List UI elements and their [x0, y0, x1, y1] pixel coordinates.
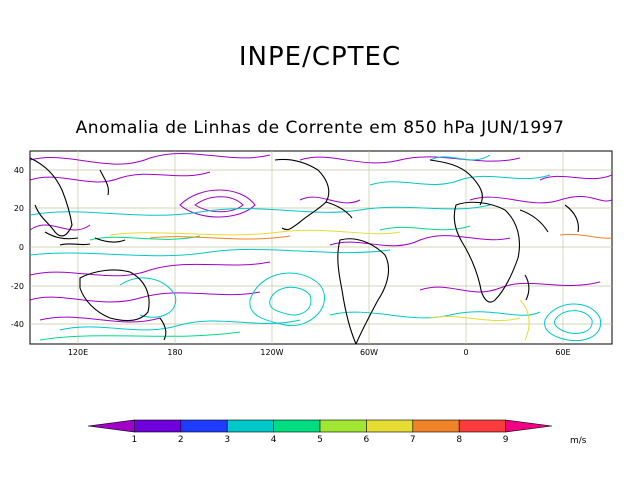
colorbar-label: 2 [178, 435, 184, 445]
lon-label-60w: 60W [360, 348, 378, 357]
streamlines [30, 152, 612, 342]
colorbar-segment [87, 419, 135, 433]
colorbar-label: 7 [410, 435, 416, 445]
colorbar-segment [134, 419, 182, 433]
colorbar-segment [180, 419, 228, 433]
colorbar-segment [319, 419, 367, 433]
lat-label-minus40: -40 [11, 320, 24, 329]
colorbar: 1 2 3 4 5 6 7 8 9 [87, 419, 553, 445]
colorbar-label: 3 [224, 435, 230, 445]
colorbar-segment [226, 419, 274, 433]
longitude-labels: 120E 180 120W 60W 0 60E [68, 348, 571, 357]
coastlines [30, 157, 579, 344]
lon-label-60e: 60E [555, 348, 570, 357]
lat-label-minus20: -20 [11, 282, 24, 291]
lon-label-0: 0 [463, 348, 468, 357]
colorbar-segment [412, 419, 460, 433]
lon-label-120w: 120W [260, 348, 283, 357]
colorbar-label: 1 [132, 435, 138, 445]
lat-label-40: 40 [14, 166, 24, 175]
lon-label-180: 180 [167, 348, 182, 357]
colorbar-segment [458, 419, 506, 433]
colorbar-label: 4 [271, 435, 277, 445]
colorbar-label: 8 [456, 435, 462, 445]
page-title: INPE/CPTEC [238, 42, 402, 72]
colorbar-segment [505, 419, 553, 433]
map-subtitle: Anomalia de Linhas de Corrente em 850 hP… [75, 118, 565, 138]
latitude-labels: 40 20 0 -20 -40 [11, 166, 24, 329]
colorbar-label: 5 [317, 435, 323, 445]
colorbar-unit: m/s [570, 436, 587, 446]
lon-label-120e: 120E [68, 348, 88, 357]
colorbar-segment [366, 419, 414, 433]
lat-label-0: 0 [19, 243, 24, 252]
lat-label-20: 20 [14, 204, 24, 213]
colorbar-label: 6 [364, 435, 370, 445]
colorbar-segment [273, 419, 321, 433]
colorbar-label: 9 [503, 435, 509, 445]
map-frame [29, 150, 613, 345]
